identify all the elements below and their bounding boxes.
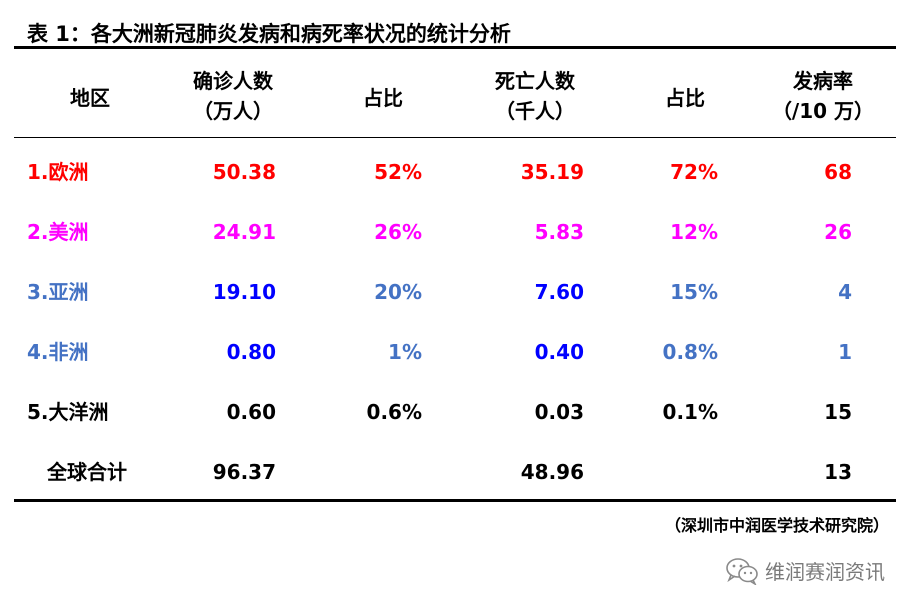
header-deaths-unit: （千人） [495,99,575,123]
row-share-deaths: 12% [670,220,718,244]
row-region: 1.欧洲 [27,160,89,184]
header-region: 地区 [70,86,110,110]
header-confirmed: 确诊人数 （万人） [168,66,298,126]
header-deaths: 死亡人数 （千人） [470,66,600,126]
header-confirmed-unit: （万人） [193,99,273,123]
row-incidence-rate: 26 [824,220,852,244]
row-region: 全球合计 [47,460,127,484]
header-confirmed-title: 确诊人数 [193,69,273,93]
row-confirmed: 24.91 [212,220,276,244]
row-confirmed: 50.38 [212,160,276,184]
row-deaths: 0.40 [534,340,584,364]
row-region: 5.大洋洲 [27,400,109,424]
row-deaths: 0.03 [534,400,584,424]
watermark: 维润赛润资讯 [725,556,885,585]
row-region: 4.非洲 [27,340,89,364]
row-deaths: 48.96 [520,460,584,484]
row-share-confirmed: 52% [374,160,422,184]
row-confirmed: 19.10 [212,280,276,304]
row-confirmed: 96.37 [212,460,276,484]
row-incidence-rate: 13 [824,460,852,484]
header-incidence-rate: 发病率 （/10 万） [758,66,888,126]
row-incidence-rate: 4 [838,280,852,304]
row-region: 2.美洲 [27,220,89,244]
source-note: （深圳市中润医学技术研究院） [664,516,889,535]
top-rule [14,46,896,49]
header-rate-unit: （/10 万） [771,99,875,123]
header-rate-title: 发病率 [793,69,853,93]
row-share-confirmed: 26% [374,220,422,244]
row-deaths: 35.19 [520,160,584,184]
row-share-deaths: 0.8% [662,340,718,364]
watermark-text: 维润赛润资讯 [765,560,885,584]
row-incidence-rate: 68 [824,160,852,184]
header-share-confirmed: 占比 [363,86,403,110]
row-share-deaths: 15% [670,280,718,304]
row-share-deaths: 72% [670,160,718,184]
row-region: 3.亚洲 [27,280,89,304]
row-share-confirmed: 1% [388,340,422,364]
header-deaths-title: 死亡人数 [495,69,575,93]
bottom-rule [14,499,896,502]
row-confirmed: 0.60 [226,400,276,424]
row-share-confirmed: 0.6% [366,400,422,424]
header-divider [14,137,896,138]
row-incidence-rate: 1 [838,340,852,364]
wechat-icon [725,557,759,585]
row-share-deaths: 0.1% [662,400,718,424]
row-deaths: 7.60 [534,280,584,304]
header-share-deaths: 占比 [665,86,705,110]
row-confirmed: 0.80 [226,340,276,364]
table-title: 表 1：各大洲新冠肺炎发病和病死率状况的统计分析 [27,22,511,46]
row-share-confirmed: 20% [374,280,422,304]
row-incidence-rate: 15 [824,400,852,424]
row-deaths: 5.83 [534,220,584,244]
